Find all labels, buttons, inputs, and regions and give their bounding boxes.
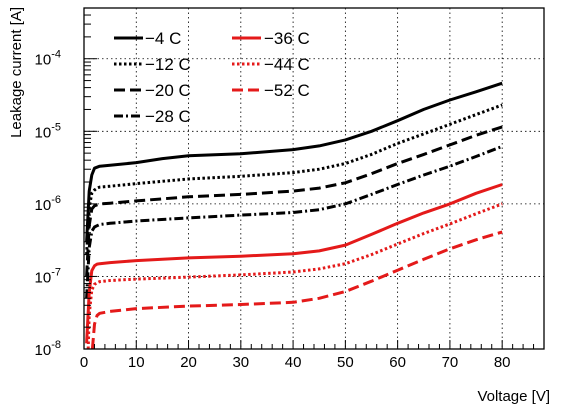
legend-label: −44 C	[264, 55, 310, 74]
series-line	[86, 202, 503, 349]
y-tick-label: 10-4	[35, 49, 61, 69]
x-tick-label: 30	[232, 354, 249, 371]
series-line	[85, 183, 503, 344]
y-tick-label: 10-8	[35, 339, 61, 359]
x-axis-title: Voltage [V]	[477, 388, 550, 405]
legend-label: −4 C	[145, 29, 181, 48]
x-tick-label: 60	[389, 354, 406, 371]
x-tick-label: 50	[337, 354, 354, 371]
legend-label: −20 C	[145, 81, 191, 100]
series-line	[85, 103, 503, 255]
x-tick-label: 80	[494, 354, 511, 371]
series-line	[90, 230, 503, 349]
series-line	[85, 81, 503, 242]
series-line	[85, 145, 503, 299]
x-tick-label: 0	[80, 354, 88, 371]
x-tick-label: 40	[285, 354, 302, 371]
legend-label: −12 C	[145, 55, 191, 74]
y-tick-label: 10-5	[35, 121, 61, 141]
data-series	[85, 81, 503, 349]
y-axis-title: Leakage current [A]	[8, 7, 25, 138]
legend-label: −52 C	[264, 81, 310, 100]
x-tick-label: 10	[128, 354, 145, 371]
tick-labels: 0 10 20 30 40 50 60 70 80 10-8 10-7 10-6 10-5 10-4	[35, 49, 511, 371]
x-tick-label: 20	[180, 354, 197, 371]
y-tick-label: 10-7	[35, 266, 61, 286]
legend: −4 C −12 C −20 C −28 C −36 C −44 C −52 C	[114, 29, 310, 126]
y-tick-label: 10-6	[35, 194, 61, 214]
grid	[84, 8, 544, 349]
legend-label: −28 C	[145, 107, 191, 126]
x-tick-label: 70	[442, 354, 459, 371]
axis-ticks	[83, 7, 545, 350]
legend-label: −36 C	[264, 29, 310, 48]
series-line	[85, 125, 503, 277]
